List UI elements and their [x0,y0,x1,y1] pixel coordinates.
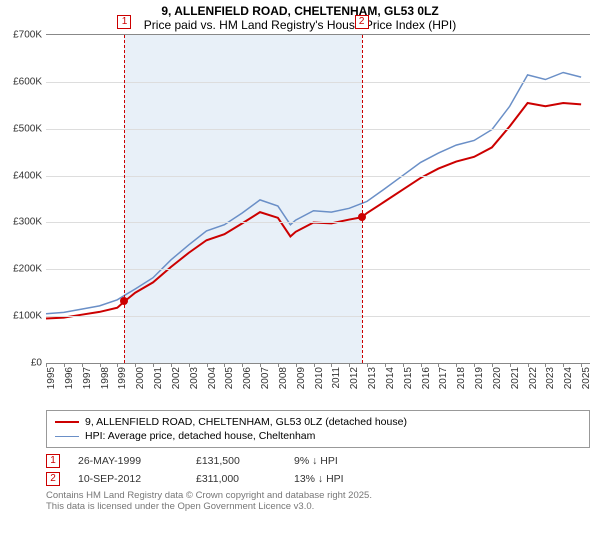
chart-title: 9, ALLENFIELD ROAD, CHELTENHAM, GL53 0LZ… [0,0,600,34]
title-subtitle: Price paid vs. HM Land Registry's House … [0,18,600,32]
legend-row: HPI: Average price, detached house, Chel… [55,429,581,443]
x-axis-label: 2004 [207,367,218,389]
sale-marker-line [124,35,125,363]
y-axis-label: £200K [13,264,42,275]
sale-row: 2 10-SEP-2012 £311,000 13% ↓ HPI [46,470,590,488]
x-axis-label: 2017 [438,367,449,389]
x-axis-label: 2016 [421,367,432,389]
x-axis-label: 2022 [528,367,539,389]
y-axis-label: £300K [13,217,42,228]
x-axis-label: 2014 [385,367,396,389]
x-axis-label: 2015 [403,367,414,389]
x-axis-label: 1995 [46,367,57,389]
legend: 9, ALLENFIELD ROAD, CHELTENHAM, GL53 0LZ… [46,410,590,448]
x-axis-label: 2005 [224,367,235,389]
gridline [46,82,590,83]
footer-line2: This data is licensed under the Open Gov… [46,501,590,512]
x-axis-label: 1999 [117,367,128,389]
x-axis-label: 2019 [474,367,485,389]
sale-marker-badge: 1 [117,15,131,29]
y-axis-label: £700K [13,30,42,41]
x-axis-label: 2007 [260,367,271,389]
legend-label: HPI: Average price, detached house, Chel… [85,430,315,442]
x-axis-label: 2001 [153,367,164,389]
gridline [46,316,590,317]
chart-area: £0£100K£200K£300K£400K£500K£600K£700K199… [46,34,590,404]
y-axis-label: £400K [13,170,42,181]
sale-marker-dot [120,297,128,305]
x-axis-label: 2006 [242,367,253,389]
footer: Contains HM Land Registry data © Crown c… [46,490,590,513]
sale-diff: 9% ↓ HPI [294,455,394,467]
sale-id-badge: 2 [46,472,60,486]
gridline [46,129,590,130]
x-axis-label: 2021 [510,367,521,389]
x-axis-label: 2023 [545,367,556,389]
sales-table: 1 26-MAY-1999 £131,500 9% ↓ HPI 2 10-SEP-2012… [46,452,590,488]
sale-price: £311,000 [196,473,276,485]
legend-swatch [55,436,79,437]
x-axis-label: 1997 [82,367,93,389]
title-address: 9, ALLENFIELD ROAD, CHELTENHAM, GL53 0LZ [0,4,600,18]
sale-id-badge: 1 [46,454,60,468]
x-axis-label: 2020 [492,367,503,389]
sale-marker-badge: 2 [355,15,369,29]
gridline [46,176,590,177]
sale-row: 1 26-MAY-1999 £131,500 9% ↓ HPI [46,452,590,470]
legend-label: 9, ALLENFIELD ROAD, CHELTENHAM, GL53 0LZ… [85,416,407,428]
sale-marker-dot [358,213,366,221]
x-axis-label: 2009 [296,367,307,389]
sale-date: 26-MAY-1999 [78,455,178,467]
x-axis-label: 2000 [135,367,146,389]
legend-swatch [55,421,79,423]
y-axis-label: £500K [13,123,42,134]
chart-lines [46,35,590,363]
x-axis-label: 1998 [100,367,111,389]
footer-line1: Contains HM Land Registry data © Crown c… [46,490,590,501]
x-axis-label: 2008 [278,367,289,389]
series-hpi [46,72,581,313]
sale-diff: 13% ↓ HPI [294,473,394,485]
gridline [46,269,590,270]
sale-marker-line [362,35,363,363]
legend-row: 9, ALLENFIELD ROAD, CHELTENHAM, GL53 0LZ… [55,415,581,429]
x-axis-label: 2018 [456,367,467,389]
x-axis-label: 2024 [563,367,574,389]
sale-price: £131,500 [196,455,276,467]
x-axis-label: 2011 [331,367,342,389]
x-axis-label: 2010 [314,367,325,389]
y-axis-label: £0 [31,358,42,369]
plot-region: £0£100K£200K£300K£400K£500K£600K£700K199… [46,35,590,364]
x-axis-label: 2012 [349,367,360,389]
sale-date: 10-SEP-2012 [78,473,178,485]
gridline [46,222,590,223]
x-axis-label: 2003 [189,367,200,389]
x-axis-label: 2025 [581,367,592,389]
x-axis-label: 2013 [367,367,378,389]
y-axis-label: £100K [13,311,42,322]
x-axis-label: 2002 [171,367,182,389]
x-axis-label: 1996 [64,367,75,389]
y-axis-label: £600K [13,76,42,87]
